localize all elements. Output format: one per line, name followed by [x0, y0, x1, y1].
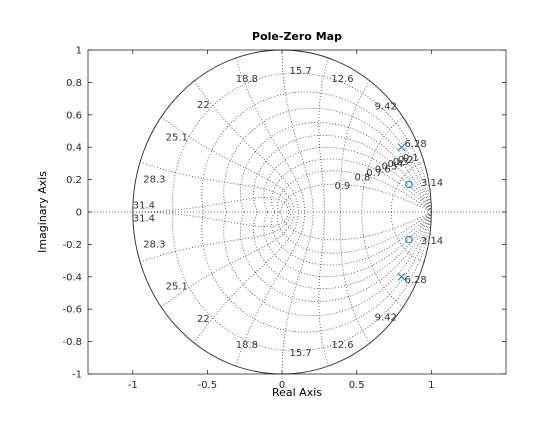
- damping-line: [271, 158, 432, 213]
- damping-label: 0.8: [355, 173, 371, 184]
- y-tick-label: 0.8: [66, 78, 82, 89]
- damping-line: [253, 134, 432, 213]
- y-axis-label: Imaginary Axis: [36, 171, 49, 253]
- natural-frequency-label: 9.42: [375, 312, 397, 323]
- y-tick-label: -0.6: [62, 305, 82, 316]
- x-tick-label: 0.5: [349, 380, 365, 391]
- damping-line: [277, 211, 432, 254]
- natural-frequency-curve: [318, 211, 329, 367]
- y-tick-label: 0: [76, 208, 82, 219]
- natural-frequency-label: 22: [197, 100, 210, 111]
- natural-frequency-label: 18.8: [236, 340, 258, 351]
- x-tick-label: -0.5: [198, 380, 218, 391]
- natural-frequency-label: 28.3: [143, 175, 165, 186]
- y-tick-label: -0.2: [62, 240, 82, 251]
- damping-label: 0.7: [366, 168, 382, 179]
- natural-frequency-label: 12.6: [331, 74, 353, 85]
- chart-title: Pole-Zero Map: [252, 30, 342, 43]
- damping-line: [172, 211, 432, 352]
- natural-frequency-curve: [193, 80, 300, 213]
- zero-marker: [405, 235, 413, 244]
- x-axis-ticks: -1 -0.5 0 0.5 1: [128, 50, 435, 391]
- natural-frequency-label: 3.14: [421, 178, 443, 189]
- y-tick-label: -0.4: [62, 272, 82, 283]
- damping-label: 0.5: [382, 162, 398, 173]
- damping-line: [271, 211, 432, 266]
- damping-label: 0.6: [375, 164, 391, 175]
- pole-marker: [397, 143, 406, 152]
- pole-stroke: [397, 143, 406, 152]
- y-axis-ticks: -1-0.8-0.6-0.4-0.200.20.40.60.81: [62, 46, 506, 381]
- pole-marker: [397, 272, 406, 281]
- natural-frequency-label: 15.7: [290, 66, 312, 77]
- damping-label: 0.1: [403, 153, 419, 164]
- y-tick-label: 0.4: [66, 143, 82, 154]
- natural-frequency-label: 6.28: [404, 275, 426, 286]
- natural-frequency-curve: [339, 211, 371, 344]
- y-tick-label: -1: [72, 370, 82, 381]
- damping-label: 0.4: [387, 159, 403, 170]
- x-axis-label: Real Axis: [272, 386, 322, 399]
- plot-marks: [397, 143, 413, 281]
- damping-label: 0.9: [335, 181, 351, 192]
- natural-frequency-curve: [361, 116, 404, 213]
- y-tick-label: -0.8: [62, 337, 82, 348]
- x-tick-label: -1: [128, 380, 138, 391]
- natural-frequency-label: 22: [197, 314, 210, 325]
- natural-frequency-label: 31.4: [133, 213, 155, 224]
- x-tick-label: 1: [428, 380, 434, 391]
- natural-frequency-label: 18.8: [236, 74, 258, 85]
- y-tick-label: 0.2: [66, 175, 82, 186]
- natural-frequency-label: 28.3: [143, 239, 165, 250]
- damping-line: [223, 107, 432, 213]
- pole-stroke: [397, 272, 406, 281]
- natural-frequency-label: 25.1: [166, 132, 188, 143]
- natural-frequency-label: 12.6: [331, 340, 353, 351]
- natural-frequency-label: 25.1: [166, 282, 188, 293]
- natural-frequency-label: 31.4: [133, 201, 155, 212]
- damping-label: 0.2: [398, 155, 414, 166]
- natural-frequency-label: 6.28: [404, 139, 426, 150]
- y-tick-label: 0.6: [66, 110, 82, 121]
- x-tick-label: 0: [279, 380, 285, 391]
- natural-frequency-label: 9.42: [375, 102, 397, 113]
- natural-frequency-label: 15.7: [290, 348, 312, 359]
- natural-frequency-label: 3.14: [421, 236, 443, 247]
- zero-marker: [405, 180, 413, 189]
- natural-frequency-curve: [193, 211, 300, 344]
- damping-label: 0.3: [393, 157, 409, 168]
- natural-frequency-curve: [339, 80, 371, 213]
- y-tick-label: 1: [76, 46, 82, 57]
- zgrid: 0.10.20.30.40.50.60.70.8 0.9 3.14 3.14 6.28 6…: [88, 49, 506, 375]
- damping-line: [172, 72, 432, 213]
- natural-frequency-curve: [318, 57, 329, 213]
- damping-line: [253, 211, 432, 290]
- damping-line: [223, 211, 432, 317]
- natural-frequency-curve: [361, 211, 404, 308]
- axes-background: [88, 50, 506, 374]
- damping-line: [277, 170, 432, 213]
